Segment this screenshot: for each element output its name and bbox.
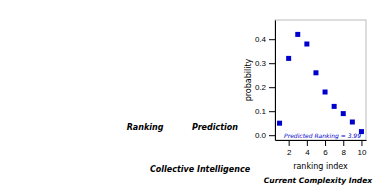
- tick-label: 10: [357, 148, 366, 157]
- tick: 6: [323, 140, 328, 157]
- tick: 4: [305, 140, 310, 157]
- point: [313, 70, 318, 75]
- point: [304, 42, 309, 47]
- annotation: Current Complexity Index: [264, 176, 373, 185]
- chart: 2 4 6 8 10 0.0 0.1 0.2 0.3 0.4 ranking index probab…: [0, 0, 374, 189]
- tick-mark: [269, 63, 275, 64]
- tick-mark: [343, 140, 344, 146]
- point: [295, 32, 300, 37]
- tick-mark: [269, 135, 275, 136]
- tick: 0.1: [255, 107, 275, 116]
- tick-label: 8: [342, 148, 347, 157]
- annotation: Collective Intelligence: [150, 165, 251, 174]
- tick: 10: [357, 140, 366, 157]
- y-axis-title: probability: [244, 58, 253, 101]
- tick-mark: [289, 140, 290, 146]
- tick-label: 0.4: [255, 35, 267, 44]
- tick: 2: [287, 140, 292, 157]
- annotation: Prediction: [192, 123, 238, 132]
- x-axis: 2 4 6 8 10: [276, 140, 367, 157]
- point: [332, 104, 337, 109]
- point: [350, 120, 355, 125]
- point: [341, 111, 346, 116]
- tick: 0.3: [255, 59, 275, 68]
- tick: 0.0: [255, 131, 275, 140]
- tick-label: 0.1: [255, 107, 267, 116]
- tick-mark: [269, 39, 275, 40]
- points: [277, 32, 364, 134]
- tick-label: 2: [287, 148, 292, 157]
- y-axis: 0.0 0.1 0.2 0.3 0.4: [255, 21, 276, 141]
- tick-label: 0.2: [255, 83, 267, 92]
- tick: 8: [342, 140, 347, 157]
- annotation: Predicted Ranking = 3.99: [284, 132, 361, 140]
- tick: 0.4: [255, 35, 275, 44]
- tick-label: 6: [323, 148, 328, 157]
- point: [277, 121, 282, 126]
- axis-line: [275, 21, 276, 141]
- x-axis-title: ranking index: [293, 162, 348, 171]
- tick: 0.2: [255, 83, 275, 92]
- tick-mark: [269, 87, 275, 88]
- tick-label: 0.3: [255, 59, 267, 68]
- tick-mark: [361, 140, 362, 146]
- tick-label: 0.0: [255, 131, 267, 140]
- tick-mark: [269, 111, 275, 112]
- annotation: Ranking: [127, 123, 164, 132]
- tick-mark: [307, 140, 308, 146]
- plot-frame: [275, 20, 366, 140]
- tick-mark: [325, 140, 326, 146]
- point: [286, 56, 291, 61]
- tick-label: 4: [305, 148, 310, 157]
- point: [323, 90, 328, 95]
